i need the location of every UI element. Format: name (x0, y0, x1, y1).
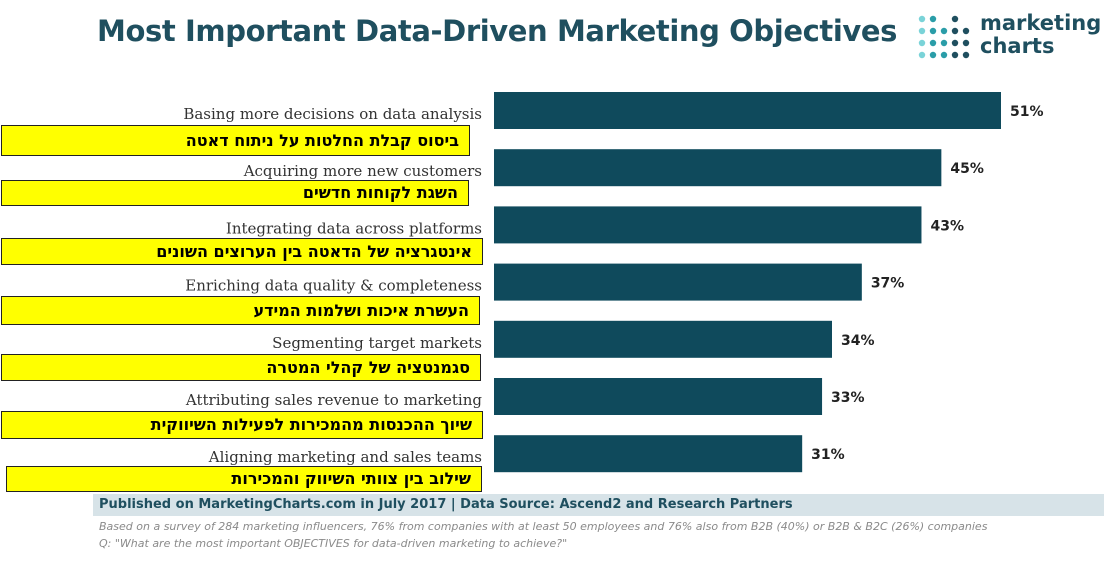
bar-chart: Basing more decisions on data analysis 51… (183, 92, 1044, 473)
hebrew-annotation-box: העשרת איכות ושלמות המידע (1, 296, 480, 325)
value-label: 33% (831, 390, 865, 406)
value-label: 31% (811, 447, 845, 463)
hebrew-annotation-box: אינטגרציה של הדאטה בין הערוצים השונים (1, 238, 483, 265)
category-label: Aligning marketing and sales teams (208, 448, 482, 466)
logo-line-1: marketing (980, 11, 1102, 35)
value-label: 43% (930, 218, 964, 234)
logo-dots-icon (918, 15, 970, 59)
category-label: Enriching data quality & completeness (185, 277, 482, 295)
left-margin (0, 0, 92, 80)
logo-dot (940, 39, 948, 47)
survey-note: Based on a survey of 284 marketing influ… (99, 520, 988, 533)
logo-dot (929, 27, 937, 35)
category-label: Acquiring more new customers (243, 162, 482, 180)
footer: Published on MarketingCharts.com in July… (93, 494, 1104, 562)
published-line: Published on MarketingCharts.com in July… (93, 494, 1104, 516)
question-note: Q: "What are the most important OBJECTIV… (99, 537, 568, 550)
logo-dot (951, 15, 959, 23)
hebrew-annotation-box: שילוב בין צוותי השיווק והמכירות (6, 466, 482, 492)
chart-title: Most Important Data-Driven Marketing Obj… (97, 14, 898, 48)
logo-dot (918, 51, 926, 59)
logo-dot (940, 27, 948, 35)
logo-dot (929, 15, 937, 23)
bar (494, 92, 1001, 129)
logo-dot (918, 39, 926, 47)
hebrew-annotation-box: שיוך ההכנסות מהמכירות לפעילות השיווקית (1, 411, 483, 439)
logo-dot (951, 51, 959, 59)
logo-line-2: charts (980, 34, 1055, 58)
logo-dot (929, 39, 937, 47)
logo-dot (951, 27, 959, 35)
value-label: 51% (1010, 104, 1044, 120)
value-label: 45% (950, 161, 984, 177)
logo-dot (962, 51, 970, 59)
bar (494, 378, 823, 415)
bar (494, 263, 862, 301)
logo-dot (918, 27, 926, 35)
category-label: Segmenting target markets (272, 334, 482, 352)
bar (494, 435, 803, 473)
bar (494, 149, 942, 187)
logo-dot (940, 51, 948, 59)
category-label: Basing more decisions on data analysis (183, 105, 482, 123)
bar (494, 206, 922, 244)
bar (494, 320, 832, 358)
value-label: 34% (841, 333, 875, 349)
logo-dot (962, 39, 970, 47)
logo-dot (929, 51, 937, 59)
logo-dot (962, 27, 970, 35)
hebrew-annotation-box: סגמנטציה של קהלי המטרה (1, 354, 481, 381)
category-label: Integrating data across platforms (226, 219, 482, 237)
logo-text: marketing charts (980, 12, 1101, 58)
marketingcharts-logo: marketing charts (918, 12, 1101, 62)
logo-dot (951, 39, 959, 47)
category-label: Attributing sales revenue to marketing (185, 391, 482, 409)
value-label: 37% (871, 276, 905, 292)
hebrew-annotation-box: ביסוס קבלת החלטות על ניתוח דאטה (1, 125, 470, 156)
hebrew-annotation-box: השגת לקוחות חדשים (1, 180, 469, 206)
logo-dot (918, 15, 926, 23)
